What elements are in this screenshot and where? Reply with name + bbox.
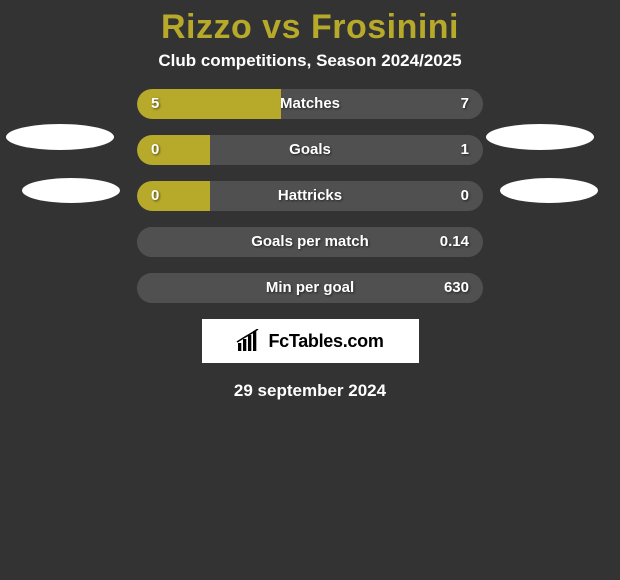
stat-left-value: 0 (151, 181, 159, 211)
decorative-ellipse (500, 178, 598, 203)
stat-right-value: 0.14 (440, 227, 469, 257)
stat-right-value: 0 (461, 181, 469, 211)
stat-left-value: 5 (151, 89, 159, 119)
stat-label: Min per goal (266, 273, 354, 303)
stat-bar: Min per goal 630 (137, 273, 483, 303)
stat-label: Hattricks (278, 181, 342, 211)
decorative-ellipse (22, 178, 120, 203)
chart-bars-icon (236, 329, 264, 353)
brand-box: FcTables.com (202, 319, 419, 363)
stat-label: Goals per match (251, 227, 369, 257)
stat-label: Goals (289, 135, 331, 165)
stat-bar: Goals 0 1 (137, 135, 483, 165)
date-line: 29 september 2024 (0, 381, 620, 401)
page-subtitle: Club competitions, Season 2024/2025 (0, 51, 620, 89)
stat-bar: Goals per match 0.14 (137, 227, 483, 257)
stat-right-value: 1 (461, 135, 469, 165)
brand-text: FcTables.com (268, 331, 383, 352)
stat-right-value: 630 (444, 273, 469, 303)
stat-fill-left (137, 135, 210, 165)
stat-label: Matches (280, 89, 340, 119)
stat-bar: Hattricks 0 0 (137, 181, 483, 211)
stat-bar: Matches 5 7 (137, 89, 483, 119)
page-title: Rizzo vs Frosinini (0, 0, 620, 51)
decorative-ellipse (486, 124, 594, 150)
stat-left-value: 0 (151, 135, 159, 165)
stat-fill-right (210, 135, 483, 165)
decorative-ellipse (6, 124, 114, 150)
stat-right-value: 7 (461, 89, 469, 119)
stat-fill-left (137, 181, 210, 211)
